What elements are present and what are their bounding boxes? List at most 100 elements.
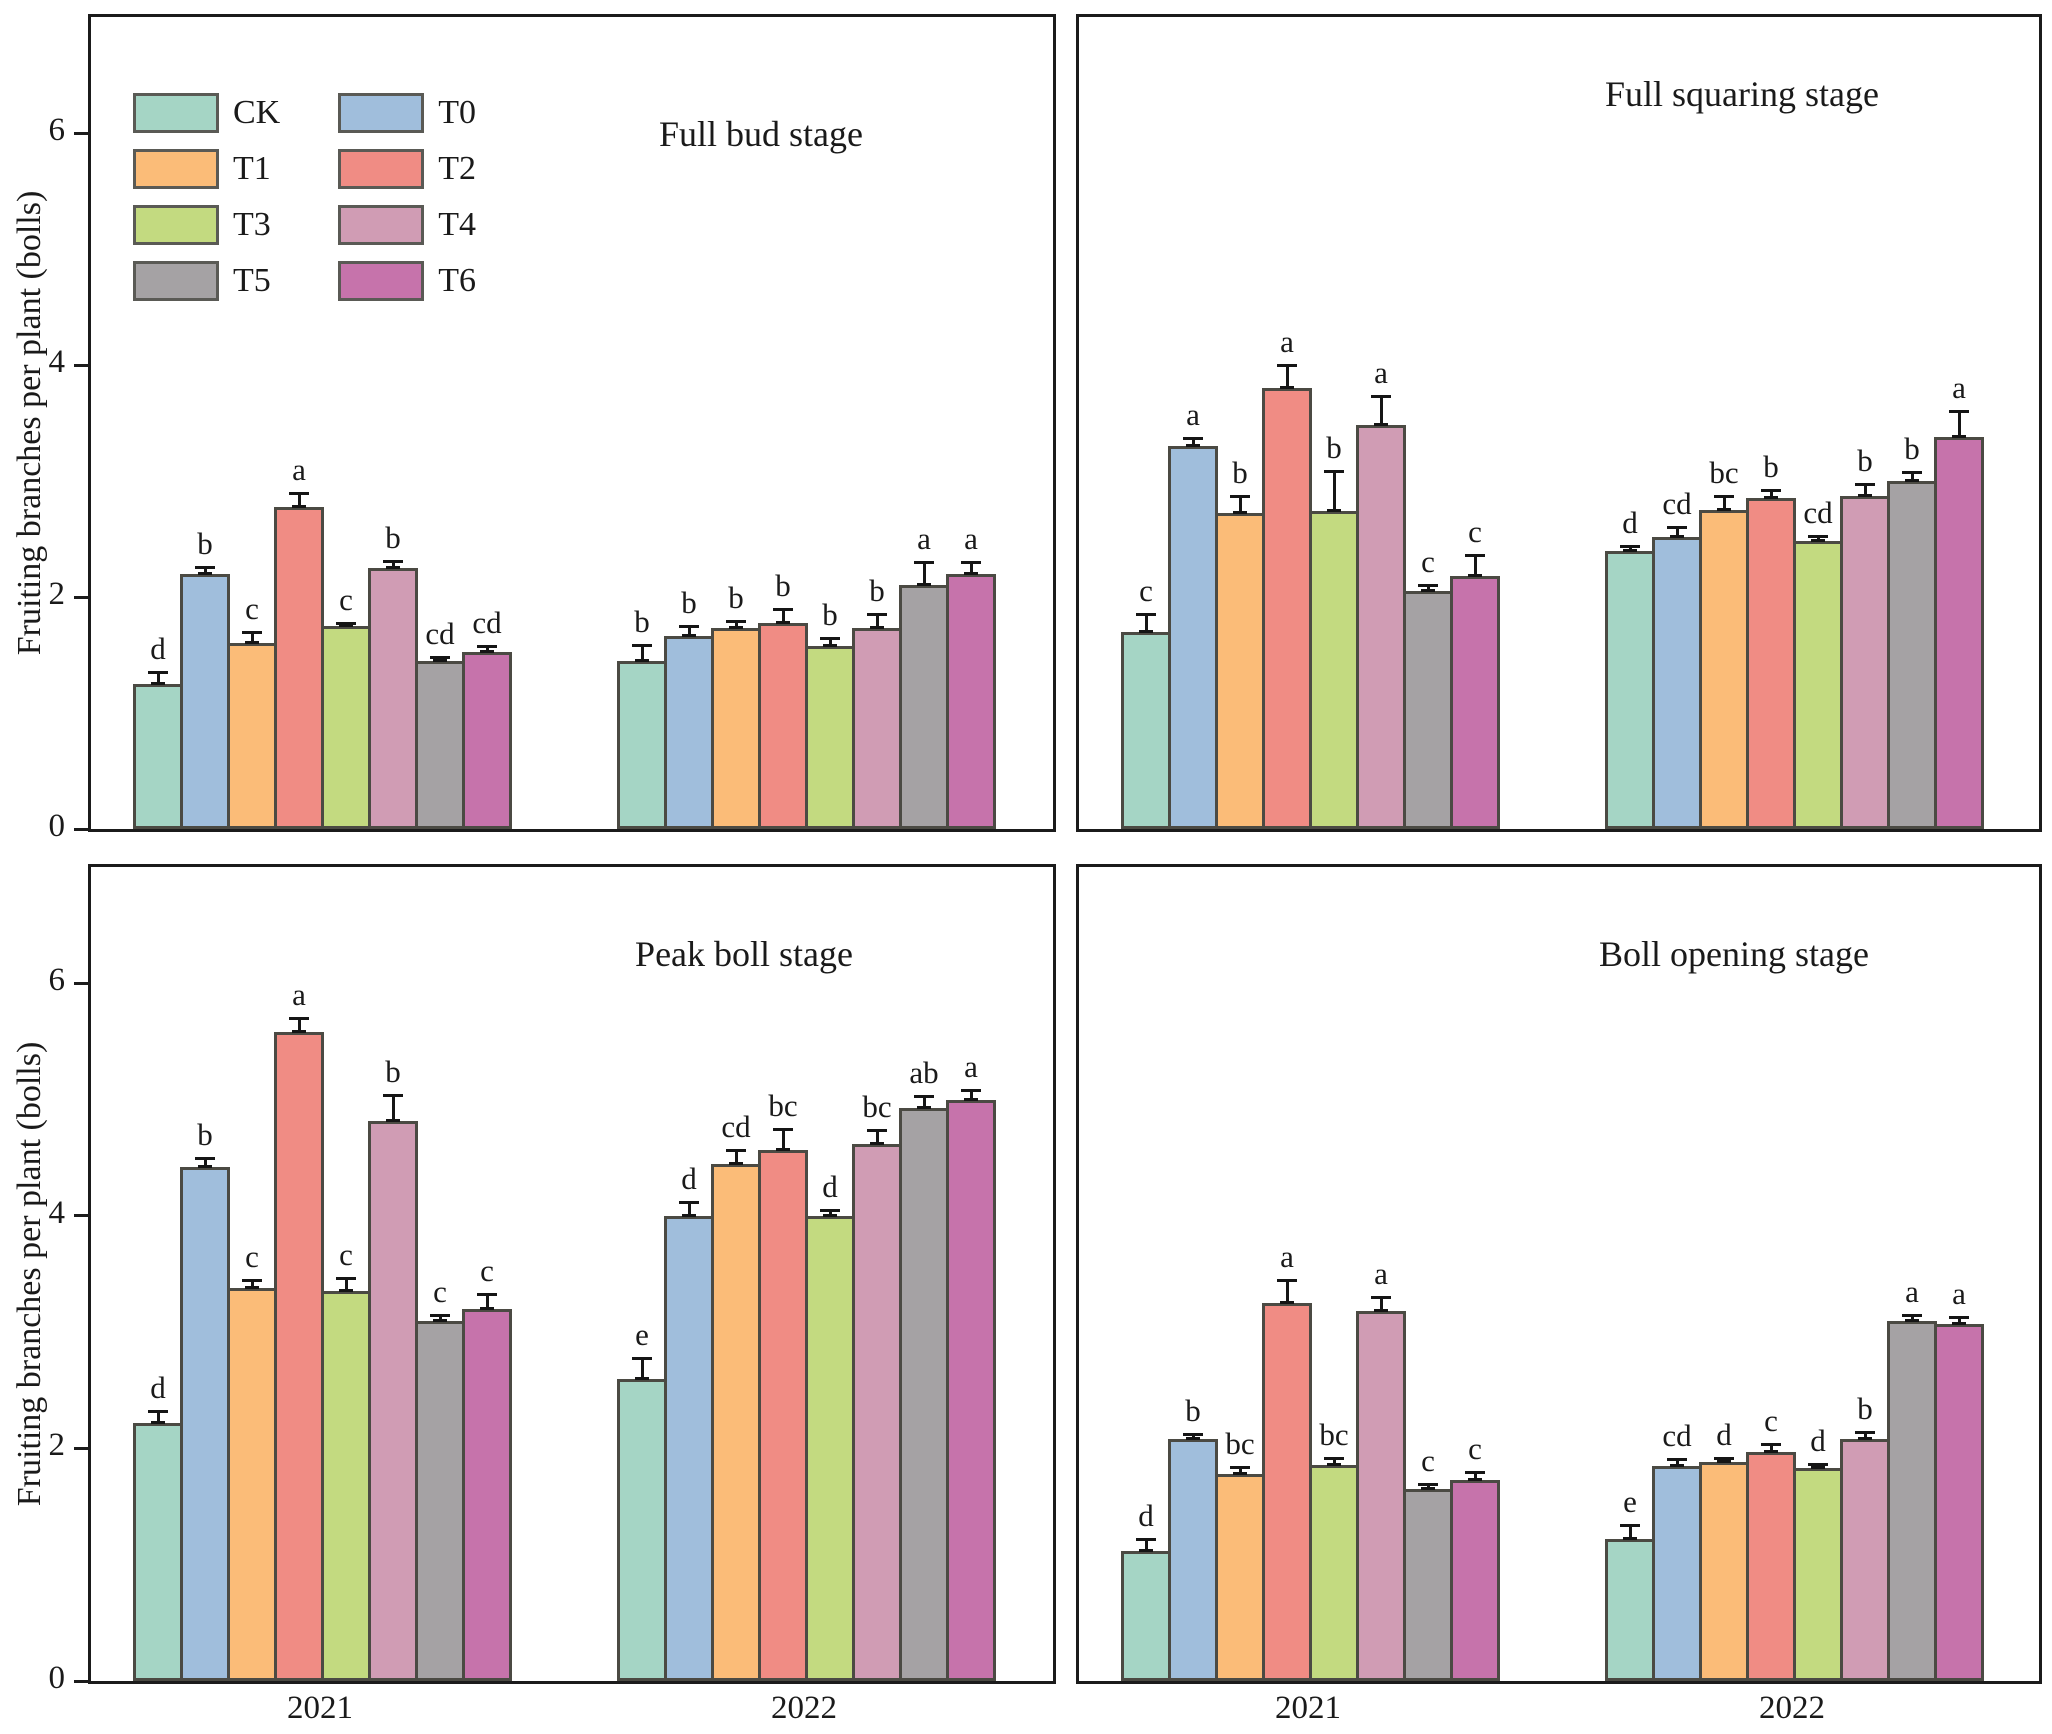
error-bar-top-cap bbox=[867, 1128, 887, 1132]
bar-T0-2021 bbox=[1168, 1439, 1218, 1681]
bar-slot-T3-2022: b bbox=[805, 17, 855, 829]
error-bar-top-cap bbox=[1324, 469, 1344, 473]
sig-letter-T1-2021: c bbox=[245, 1238, 259, 1274]
bar-slot-T6-2022: a bbox=[1934, 867, 1984, 1681]
error-bar-top-cap bbox=[1855, 1431, 1875, 1435]
bar-slot-T5-2022: ab bbox=[899, 867, 949, 1681]
sig-letter-T0-2021: b bbox=[197, 1116, 213, 1152]
error-bar-top-cap bbox=[195, 1156, 215, 1160]
error-bar-top-cap bbox=[1183, 437, 1203, 441]
bar-slot-T0-2021: b bbox=[1168, 867, 1218, 1681]
sig-letter-T5-2021: cd bbox=[425, 616, 455, 652]
bar-slot-T2-2022: bc bbox=[758, 867, 808, 1681]
error-bar bbox=[1379, 1297, 1383, 1312]
sig-letter-T6-2022: a bbox=[964, 521, 978, 557]
sig-letter-T6-2021: c bbox=[480, 1252, 494, 1288]
error-bar bbox=[156, 1411, 160, 1423]
error-bar-top-cap bbox=[1949, 410, 1969, 414]
error-bar-top-cap bbox=[148, 1410, 168, 1414]
bar-T3-2022 bbox=[1793, 1468, 1843, 1681]
error-bar-bottom-cap bbox=[1421, 1487, 1435, 1491]
sig-letter-T3-2022: cd bbox=[1803, 494, 1833, 530]
bar-slot-T0-2022: b bbox=[664, 17, 714, 829]
sig-letter-T3-2021: b bbox=[1326, 429, 1342, 465]
sig-letter-T1-2022: bc bbox=[1709, 455, 1739, 491]
bar-T2-2021 bbox=[274, 1032, 324, 1681]
bar-slot-T0-2022: cd bbox=[1652, 867, 1702, 1681]
error-bar bbox=[828, 1210, 832, 1216]
bar-slot-T1-2022: d bbox=[1699, 867, 1749, 1681]
error-bar-bottom-cap bbox=[682, 634, 696, 638]
bar-slot-T5-2021: cd bbox=[415, 17, 465, 829]
error-bar bbox=[344, 1277, 348, 1292]
legend-swatch-t3 bbox=[133, 205, 219, 245]
error-bar-bottom-cap bbox=[1764, 496, 1778, 500]
error-bar bbox=[734, 1149, 738, 1164]
bar-T2-2022 bbox=[758, 622, 808, 829]
bar-T1-2021 bbox=[1215, 1474, 1265, 1681]
error-bar bbox=[687, 626, 691, 637]
error-bar-bottom-cap bbox=[1952, 1322, 1966, 1326]
error-bar-top-cap bbox=[679, 1200, 699, 1204]
error-bar bbox=[1238, 496, 1242, 514]
legend-item-t4: T4 bbox=[338, 205, 476, 245]
panel-full-squaring-stage: Full squaring stage c a b a b a c c d cd bc b cd b b a bbox=[1076, 14, 2042, 832]
error-bar-bottom-cap bbox=[1280, 386, 1294, 390]
bar-T6-2021 bbox=[462, 651, 512, 829]
error-bar bbox=[297, 492, 301, 507]
error-bar-bottom-cap bbox=[729, 1161, 743, 1165]
error-bar-top-cap bbox=[477, 644, 497, 648]
sig-letter-T1-2022: b bbox=[728, 580, 744, 616]
error-bar-bottom-cap bbox=[1670, 1463, 1684, 1467]
error-bar-bottom-cap bbox=[151, 682, 165, 685]
error-bar-top-cap bbox=[773, 607, 793, 611]
bar-slot-T4-2021: b bbox=[368, 17, 418, 829]
bar-slot-T0-2022: cd bbox=[1652, 17, 1702, 829]
bar-T5-2021 bbox=[415, 660, 465, 829]
bar-slot-T4-2022: b bbox=[1840, 867, 1890, 1681]
bar-T0-2021 bbox=[1168, 446, 1218, 829]
sig-letter-T4-2021: a bbox=[1374, 1256, 1388, 1292]
bar-T5-2021 bbox=[1403, 1489, 1453, 1681]
error-bar-top-cap bbox=[914, 1095, 934, 1099]
error-bar-bottom-cap bbox=[433, 658, 447, 662]
sig-letter-T2-2022: c bbox=[1764, 1402, 1778, 1438]
error-bar-top-cap bbox=[726, 1148, 746, 1152]
sig-letter-T2-2021: a bbox=[1280, 1238, 1294, 1274]
legend: CK T0 T1 T2 T3 T4 bbox=[133, 93, 476, 301]
error-bar-bottom-cap bbox=[1858, 1437, 1872, 1441]
sig-letter-T4-2021: a bbox=[1374, 355, 1388, 391]
error-bar-bottom-cap bbox=[1670, 534, 1684, 538]
bar-slot-T4-2021: a bbox=[1356, 867, 1406, 1681]
error-bar-bottom-cap bbox=[917, 583, 931, 587]
sig-letter-T1-2022: cd bbox=[721, 1108, 751, 1144]
bar-CK-2022 bbox=[1605, 550, 1655, 829]
error-bar-top-cap bbox=[383, 560, 403, 564]
bar-group-2021: d b c a c b cd cd bbox=[133, 17, 512, 829]
error-bar bbox=[203, 566, 207, 574]
error-bar-top-cap bbox=[820, 636, 840, 640]
error-bar-bottom-cap bbox=[1858, 494, 1872, 498]
error-bar bbox=[1473, 1471, 1477, 1480]
error-bar-bottom-cap bbox=[870, 1141, 884, 1145]
bar-T6-2021 bbox=[1450, 1479, 1500, 1681]
bar-slot-CK-2021: d bbox=[133, 867, 183, 1681]
error-bar bbox=[250, 631, 254, 644]
error-bar-top-cap bbox=[632, 643, 652, 647]
error-bar bbox=[203, 1157, 207, 1168]
bar-slot-T4-2022: b bbox=[1840, 17, 1890, 829]
error-bar-top-cap bbox=[914, 561, 934, 565]
bar-slot-T4-2022: b bbox=[852, 17, 902, 829]
error-bar-bottom-cap bbox=[1717, 508, 1731, 511]
bar-T2-2021 bbox=[274, 506, 324, 829]
sig-letter-T5-2022: b bbox=[1904, 430, 1920, 466]
y-tick-label: 2 bbox=[48, 1427, 66, 1464]
error-bar bbox=[1769, 490, 1773, 499]
bar-T6-2022 bbox=[946, 1099, 996, 1681]
sig-letter-CK-2022: d bbox=[1622, 504, 1638, 540]
sig-letter-CK-2021: d bbox=[150, 631, 166, 667]
error-bar bbox=[1675, 527, 1679, 537]
error-bar bbox=[1379, 396, 1383, 426]
y-tick-label: 4 bbox=[48, 1194, 66, 1231]
error-bar-bottom-cap bbox=[1186, 1437, 1200, 1441]
